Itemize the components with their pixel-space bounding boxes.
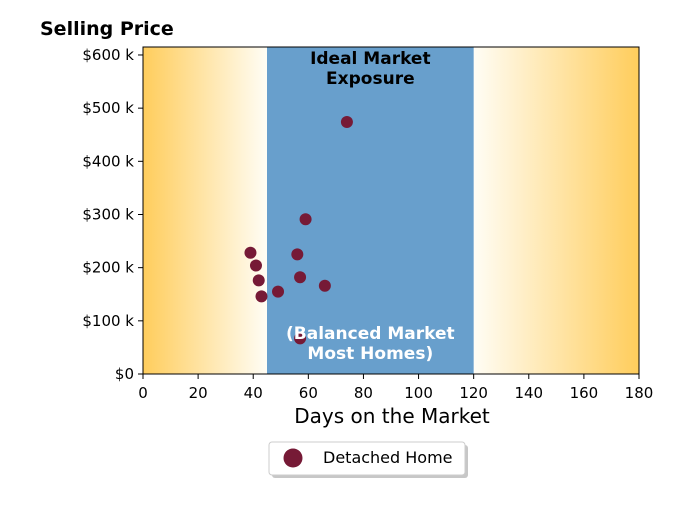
data-point	[318, 279, 331, 292]
y-tick-label: $300 k	[82, 205, 134, 223]
data-point	[291, 248, 304, 261]
x-tick-label: 160	[570, 384, 599, 402]
ideal-exposure-band	[267, 47, 474, 374]
x-tick-label: 180	[625, 384, 654, 402]
plot-frame	[142, 46, 640, 375]
data-point	[340, 115, 353, 128]
data-point	[299, 213, 312, 226]
y-tick-label: $200 k	[82, 259, 134, 277]
x-tick-label: 100	[404, 384, 433, 402]
legend-label-detached-home: Detached Home	[323, 448, 453, 467]
data-point	[294, 332, 307, 345]
background-gradient-left	[143, 47, 267, 374]
y-tick-label: $400 k	[82, 152, 134, 170]
axes: 0 20 40 60 80 100 120 140 160 180 $0 $100 k $200 k $3…	[82, 46, 653, 402]
x-tick-label: 80	[354, 384, 373, 402]
band-top-label-line: Exposure	[326, 69, 415, 89]
x-tick-label: 20	[189, 384, 208, 402]
x-tick-label: 40	[244, 384, 263, 402]
band-top-label-line: Ideal Market	[310, 49, 431, 69]
data-point	[294, 271, 307, 284]
background-gradient-right	[473, 47, 639, 374]
legend-marker	[283, 448, 303, 468]
data-point	[249, 259, 262, 272]
x-tick-label: 120	[459, 384, 488, 402]
legend[interactable]: Detached Home	[268, 441, 468, 478]
data-point	[252, 274, 265, 287]
y-tick-label: $500 k	[82, 99, 134, 117]
data-point	[272, 285, 285, 298]
chart-title: Selling Price	[40, 18, 174, 40]
band-bottom-label-line: Most Homes)	[307, 344, 433, 364]
data-point	[255, 290, 268, 303]
band-bottom-label-line: (Balanced Market	[286, 324, 455, 344]
data-points	[244, 115, 353, 345]
x-axis-title: Days on the Market	[294, 404, 490, 428]
x-tick-label: 0	[138, 384, 148, 402]
data-point	[244, 246, 257, 259]
x-tick-label: 140	[514, 384, 543, 402]
y-tick-label: $600 k	[82, 46, 134, 64]
x-tick-label: 60	[299, 384, 318, 402]
plot-background	[143, 47, 639, 374]
y-tick-label: $100 k	[82, 312, 134, 330]
y-tick-label: $0	[115, 365, 134, 383]
ideal-exposure-band-rect	[267, 47, 474, 374]
legend-frame	[268, 441, 466, 476]
